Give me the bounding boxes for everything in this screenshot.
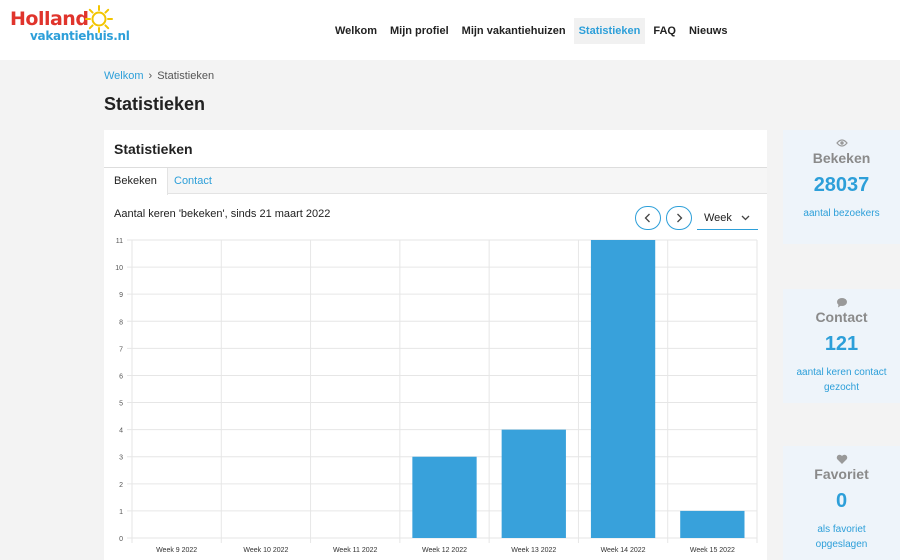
y-tick-label: 2	[119, 482, 123, 489]
nav-item-mijn-vakantiehuizen[interactable]: Mijn vakantiehuizen	[461, 25, 566, 37]
stat-label: Bekeken	[812, 150, 871, 166]
y-tick-label: 8	[119, 319, 123, 326]
nav-item-statistieken[interactable]: Statistieken	[573, 18, 646, 44]
x-tick-label: Week 10 2022	[243, 547, 288, 554]
x-tick-label: Week 13 2022	[511, 547, 556, 554]
x-tick-label: Week 14 2022	[601, 547, 646, 554]
stat-description: als favoriet opgeslagen	[815, 524, 868, 550]
y-tick-label: 11	[116, 238, 123, 245]
tab-bar: Bekeken Contact	[104, 168, 767, 195]
site-header: Holland vakantiehuis.nl Welkom Mijn prof…	[0, 0, 900, 60]
chevron-right-icon	[677, 213, 683, 223]
main-nav: Welkom Mijn profiel Mijn vakantiehuizen …	[330, 18, 735, 44]
statistics-card: Statistieken Bekeken Contact Aantal kere…	[104, 130, 767, 560]
y-tick-label: 7	[119, 346, 123, 353]
stat-value: 121	[824, 333, 859, 355]
x-tick-label: Week 9 2022	[156, 547, 197, 554]
y-tick-label: 3	[119, 455, 123, 462]
breadcrumb-separator: ›	[148, 70, 153, 82]
period-select[interactable]: Week	[697, 206, 758, 230]
stat-description: aantal keren contact gezocht	[796, 367, 887, 393]
nav-item-faq[interactable]: FAQ	[653, 25, 676, 37]
nav-item-mijn-profiel[interactable]: Mijn profiel	[389, 25, 449, 37]
y-tick-label: 10	[115, 265, 123, 272]
site-logo[interactable]: Holland vakantiehuis.nl	[10, 5, 135, 46]
page-title: Statistieken	[104, 94, 206, 114]
stat-card-contact: Contact 121 aantal keren contact gezocht	[783, 289, 900, 403]
heart-icon	[836, 454, 848, 464]
tab-contact[interactable]: Contact	[174, 175, 212, 187]
bar-chart: 0 1 2 3 4 5 6 7 8 9 10 11 Week 9 2022 Week 10 2022 We…	[115, 238, 758, 554]
previous-period-button[interactable]	[635, 206, 661, 230]
y-tick-label: 9	[119, 292, 123, 299]
stat-label: Favoriet	[814, 466, 869, 482]
tab-bekeken[interactable]: Bekeken	[104, 168, 168, 195]
card-divider	[104, 167, 767, 168]
y-tick-label: 4	[119, 428, 123, 435]
y-tick-label: 0	[119, 536, 123, 543]
y-tick-label: 6	[119, 373, 123, 380]
stat-card-bekeken: Bekeken 28037 aantal bezoekers	[783, 130, 900, 244]
bar	[680, 510, 745, 538]
y-tick-label: 1	[119, 509, 123, 516]
stat-value: 28037	[813, 174, 870, 196]
y-tick-label: 5	[119, 401, 123, 408]
chat-bubble-icon	[837, 298, 847, 308]
bar	[501, 429, 566, 538]
x-tick-label: Week 12 2022	[422, 547, 467, 554]
chevron-left-icon	[644, 213, 650, 223]
chart-caption: Aantal keren 'bekeken', sinds 21 maart 2…	[114, 208, 331, 220]
sun-icon	[85, 5, 113, 33]
logo-text-domain: vakantiehuis.nl	[30, 29, 130, 43]
x-tick-label: Week 15 2022	[690, 547, 735, 554]
bar	[412, 456, 477, 538]
card-title: Statistieken	[114, 141, 193, 157]
logo-text-holland: Holland	[10, 8, 89, 30]
next-period-button[interactable]	[666, 206, 692, 230]
eye-icon	[836, 139, 848, 147]
x-tick-label: Week 11 2022	[333, 547, 378, 554]
breadcrumb-current: Statistieken	[157, 70, 215, 82]
stat-card-favoriet: Favoriet 0 als favoriet opgeslagen	[783, 446, 900, 560]
period-select-value: Week	[704, 212, 732, 224]
bar	[590, 240, 656, 538]
stat-value: 0	[835, 490, 848, 512]
chevron-down-icon	[741, 215, 750, 221]
stat-description: aantal bezoekers	[803, 208, 880, 219]
breadcrumb-home-link[interactable]: Welkom	[104, 70, 144, 82]
breadcrumb: Welkom › Statistieken	[104, 70, 214, 82]
nav-item-nieuws[interactable]: Nieuws	[688, 25, 728, 37]
stat-label: Contact	[815, 309, 868, 325]
nav-item-welkom[interactable]: Welkom	[335, 25, 377, 37]
